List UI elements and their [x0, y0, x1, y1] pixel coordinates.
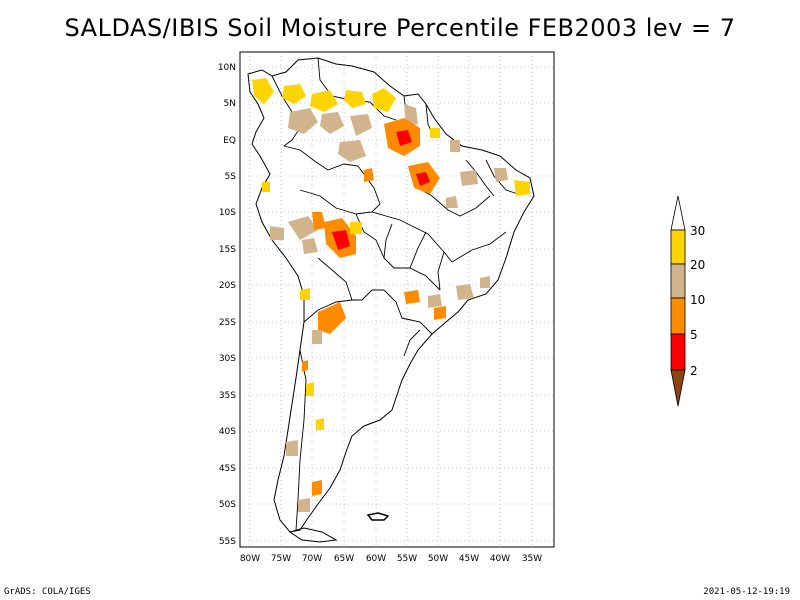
- percentile-patch: [286, 440, 298, 456]
- percentile-patch: [282, 84, 306, 104]
- percentile-patch: [480, 276, 490, 288]
- percentile-patch: [450, 140, 460, 152]
- footer-credit: GrADS: COLA/IGES: [4, 587, 91, 597]
- lon-tick-label: 35W: [522, 554, 542, 564]
- lon-tick-label: 75W: [271, 554, 291, 564]
- lat-tick-label: 20S: [219, 281, 236, 291]
- percentile-patch: [350, 222, 362, 234]
- lat-tick-label: 5S: [225, 172, 237, 182]
- percentile-patch: [456, 284, 474, 300]
- lat-tick-label: 15S: [219, 245, 236, 255]
- colorbar-label-5: 5: [690, 328, 698, 342]
- percentile-patch: [298, 498, 310, 512]
- lon-tick-label: 50W: [428, 554, 448, 564]
- percentile-patch: [404, 290, 420, 304]
- percentile-patch: [288, 216, 318, 240]
- percentile-patch: [302, 238, 318, 254]
- percentile-patch: [252, 78, 274, 104]
- south-america-coastline: [247, 57, 535, 533]
- percentile-patch: [300, 288, 310, 300]
- colorbar-segment-10: [670, 297, 686, 335]
- percentile-patches: [252, 78, 530, 512]
- lon-tick-label: 40W: [490, 554, 510, 564]
- percentile-patch: [270, 226, 284, 240]
- lat-tick-label: 30S: [219, 354, 236, 364]
- latitude-labels: 10N 5N EQ 5S 10S 15S 20S 25S 30S 35S 40S 45S 50S 55S: [218, 63, 236, 547]
- lat-tick-label: 5N: [224, 99, 236, 109]
- lat-tick-label: 10N: [218, 63, 236, 73]
- colorbar-over-triangle: [670, 195, 686, 231]
- percentile-patch: [332, 230, 350, 250]
- percentile-patch: [302, 360, 308, 372]
- colorbar-label-30: 30: [690, 224, 705, 238]
- lat-tick-label: 45S: [219, 464, 236, 474]
- lat-tick-label: 40S: [219, 427, 236, 437]
- percentile-patch: [364, 168, 374, 182]
- lon-tick-label: 55W: [397, 554, 417, 564]
- percentile-patch: [312, 480, 322, 496]
- percentile-patch: [344, 90, 366, 108]
- percentile-patch: [312, 212, 326, 230]
- colorbar-segment-20: [670, 263, 686, 299]
- percentile-patch: [320, 112, 344, 134]
- lat-tick-label: EQ: [223, 136, 236, 146]
- percentile-patch: [262, 182, 270, 192]
- map-title: SALDAS/IBIS Soil Moisture Percentile FEB…: [64, 14, 736, 42]
- lat-tick-label: 10S: [219, 208, 236, 218]
- colorbar-label-20: 20: [690, 258, 705, 272]
- tierra-del-fuego: [288, 527, 338, 543]
- percentile-patch: [288, 108, 318, 134]
- lat-tick-label: 55S: [219, 537, 236, 547]
- longitude-labels: 80W 75W 70W 65W 60W 55W 50W 45W 40W 35W: [240, 554, 542, 564]
- lon-tick-label: 45W: [459, 554, 479, 564]
- footer-timestamp: 2021-05-12-19:19: [703, 587, 790, 597]
- percentile-patch: [350, 114, 372, 136]
- percentile-patch: [310, 90, 338, 112]
- percentile-patch: [514, 180, 530, 196]
- colorbar-segment-30: [670, 229, 686, 265]
- percentile-patch: [372, 88, 396, 112]
- percentile-patch: [312, 330, 322, 344]
- percentile-patch: [396, 130, 412, 146]
- colorbar-label-2: 2: [690, 364, 698, 378]
- colorbar-segment-5: [670, 333, 686, 371]
- percentile-patch: [306, 382, 314, 396]
- lon-tick-label: 60W: [366, 554, 386, 564]
- lat-tick-label: 50S: [219, 500, 236, 510]
- percentile-patch: [434, 306, 446, 320]
- percentile-patch: [316, 418, 324, 430]
- percentile-patch: [416, 172, 430, 186]
- colorbar-under-triangle: [670, 369, 686, 407]
- lat-tick-label: 35S: [219, 391, 236, 401]
- lon-tick-label: 70W: [302, 554, 322, 564]
- percentile-patch: [460, 170, 478, 186]
- percentile-patch: [428, 294, 442, 308]
- lat-tick-label: 25S: [219, 318, 236, 328]
- percentile-patch: [338, 140, 366, 162]
- percentile-patch: [430, 128, 440, 138]
- lon-tick-label: 80W: [240, 554, 260, 564]
- percentile-patch: [446, 196, 458, 208]
- percentile-patch: [494, 168, 508, 182]
- colorbar: 30 20 10 5 2: [670, 195, 705, 407]
- percentile-patch: [318, 302, 346, 334]
- falkland-islands: [366, 512, 390, 521]
- lon-tick-label: 65W: [334, 554, 354, 564]
- colorbar-label-10: 10: [690, 293, 705, 307]
